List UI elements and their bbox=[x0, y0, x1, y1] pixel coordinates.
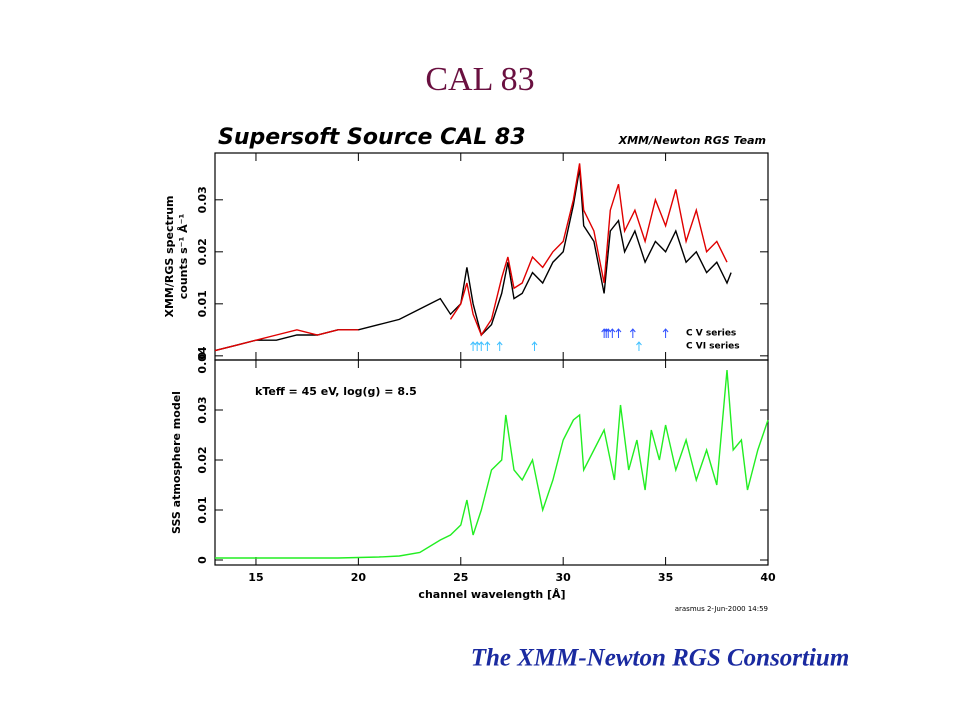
x-tick-label: 35 bbox=[658, 571, 673, 584]
line-marker bbox=[605, 328, 612, 338]
y-tick-label: 0 bbox=[196, 556, 209, 564]
stamp: arasmus 2-Jun-2000 14:59 bbox=[675, 605, 768, 613]
line-marker bbox=[662, 328, 669, 338]
line-marker bbox=[496, 341, 503, 351]
line-marker bbox=[629, 328, 636, 338]
x-tick-label: 25 bbox=[453, 571, 468, 584]
y-tick-label: 0.03 bbox=[196, 396, 209, 423]
data-line bbox=[214, 168, 732, 352]
marker-label: C V series bbox=[686, 329, 736, 339]
footer: The XMM-Newton RGS Consortium bbox=[471, 645, 850, 672]
frame bbox=[214, 359, 769, 566]
y-tick-label: 0.01 bbox=[196, 496, 209, 523]
y-axis-label: XMM/RGS spectrum bbox=[163, 195, 176, 317]
line-marker bbox=[636, 341, 642, 351]
x-tick-label: 20 bbox=[351, 571, 367, 584]
marker-label: C VI series bbox=[686, 342, 740, 352]
annotation: kTeff = 45 eV, log(g) = 8.5 bbox=[255, 385, 417, 398]
y-tick-label: 0.01 bbox=[196, 290, 209, 317]
line-marker bbox=[474, 341, 481, 351]
y-tick-label: 0.03 bbox=[196, 186, 209, 213]
line-marker bbox=[615, 328, 622, 338]
x-axis-label: channel wavelength [Å] bbox=[418, 588, 565, 601]
x-tick-label: 30 bbox=[556, 571, 572, 584]
line-marker bbox=[609, 328, 616, 338]
credit: XMM/Newton RGS Team bbox=[618, 134, 766, 147]
x-tick-label: 15 bbox=[248, 571, 263, 584]
x-tick-label: 40 bbox=[760, 571, 776, 584]
y-tick-label: 0.04 bbox=[196, 346, 209, 373]
y-tick-label: 0.02 bbox=[196, 446, 209, 473]
y-axis-label: counts s⁻¹ Å⁻¹ bbox=[177, 214, 190, 300]
y-tick-label: 0.02 bbox=[196, 238, 209, 265]
line-marker bbox=[531, 341, 538, 351]
line-marker bbox=[470, 341, 476, 351]
y-axis-label: SSS atmosphere model bbox=[170, 391, 183, 534]
data-line bbox=[214, 163, 728, 352]
line-marker bbox=[484, 341, 491, 351]
data-line bbox=[215, 369, 769, 559]
y-tick-label: 0 bbox=[196, 352, 209, 360]
line-marker bbox=[478, 341, 485, 351]
plot-title: Supersoft Source CAL 83 bbox=[218, 125, 526, 150]
slide-title: CAL 83 bbox=[425, 61, 534, 98]
